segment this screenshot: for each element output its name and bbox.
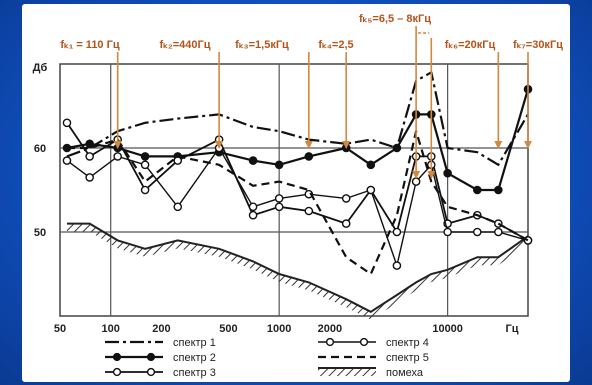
x-tick-label: 200 — [152, 323, 170, 335]
series-2-point — [140, 152, 150, 161]
series-3-point — [140, 185, 150, 195]
legend-label: спектр 5 — [386, 352, 429, 364]
interference-line — [67, 222, 529, 313]
series-4-point — [140, 160, 150, 170]
legend-swatch — [318, 368, 376, 376]
series-3-point — [85, 152, 94, 161]
legend-label: спектр 1 — [173, 337, 216, 349]
series-2-point — [304, 152, 314, 161]
series-3-point — [62, 118, 72, 128]
annotation-label: fₖ₇=30кГц — [513, 39, 563, 51]
series-line-1 — [66, 71, 529, 166]
series-3-point — [248, 210, 258, 220]
plot-frame — [59, 63, 529, 317]
series-4-point — [472, 227, 482, 237]
x-tick-label: 2000 — [318, 323, 342, 335]
x-unit-label: Гц — [506, 323, 519, 335]
y-tick-label: 60 — [34, 143, 46, 155]
y-unit-label: Дб — [33, 62, 48, 74]
series-3-point — [274, 202, 284, 212]
series-4-point — [173, 202, 183, 212]
interference-hatch — [67, 223, 528, 320]
x-tick-label: 500 — [219, 323, 237, 335]
legend-marker — [325, 337, 335, 347]
series-3-point — [341, 219, 351, 228]
annotation-label: fₖ₁ = 110 Гц — [60, 39, 119, 51]
series-4-point — [304, 189, 314, 199]
legend-label: спектр 2 — [173, 352, 216, 364]
y-tick-label: 50 — [34, 227, 46, 239]
series-4-point — [366, 185, 376, 195]
series-2-point — [85, 139, 94, 149]
series-4-point — [494, 227, 503, 237]
x-tick-label: 100 — [102, 323, 120, 335]
series-3-point — [173, 156, 183, 165]
series-4-point — [62, 156, 72, 165]
series-4-point — [411, 177, 421, 186]
x-tick-label: 10000 — [432, 323, 463, 335]
series-2-point — [472, 185, 482, 195]
x-tick-label: 50 — [54, 323, 66, 335]
series-2-point — [274, 160, 284, 170]
series-2-point — [392, 143, 402, 153]
series-3-point — [304, 206, 314, 216]
series-2-point — [366, 160, 376, 170]
legend-label: помеха — [386, 367, 424, 379]
series-2-point — [248, 156, 258, 165]
series-line-3 — [66, 122, 529, 242]
annotation-label: fₖ₄=2,5 — [318, 39, 353, 51]
series-line-2 — [66, 88, 530, 192]
series-line-4 — [66, 147, 529, 267]
legend-label: спектр 3 — [173, 367, 216, 379]
series-4-point — [85, 173, 94, 182]
series-2-point — [443, 168, 452, 178]
annotation-label: fₖ₂=440Гц — [159, 39, 210, 51]
legend-marker — [359, 337, 369, 347]
annotation-label: fₖ₃=1,5кГц — [235, 39, 289, 51]
x-tick-label: 1000 — [267, 323, 291, 335]
series-3-point — [392, 227, 402, 237]
series-4-point — [248, 202, 258, 212]
series-4-point — [443, 227, 452, 237]
series-line-5 — [67, 130, 529, 276]
legend-marker — [112, 352, 122, 362]
legend-marker — [112, 367, 122, 377]
legend-marker — [146, 367, 156, 377]
series-4-point — [341, 194, 351, 203]
annotation-label: fₖ₅=6,5 – 8кГц — [359, 13, 431, 25]
series-4-point — [274, 194, 284, 203]
legend-label: спектр 4 — [386, 337, 429, 349]
annotation-label: fₖ₆=20кГц — [445, 39, 496, 51]
series-4-point — [392, 261, 402, 270]
series-4-point — [113, 152, 122, 161]
series-2-point — [494, 185, 503, 195]
legend-marker — [146, 352, 156, 362]
